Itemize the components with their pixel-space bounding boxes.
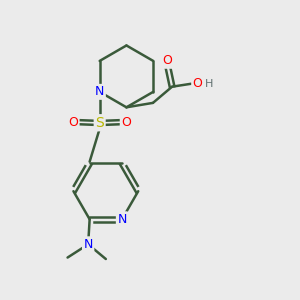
Text: N: N: [95, 85, 104, 98]
Text: O: O: [193, 77, 202, 90]
Text: H: H: [205, 79, 214, 89]
Text: O: O: [163, 54, 172, 67]
Text: O: O: [68, 116, 78, 129]
Text: N: N: [117, 213, 127, 226]
Text: S: S: [95, 116, 104, 130]
Text: N: N: [83, 238, 93, 251]
Text: O: O: [121, 116, 131, 129]
